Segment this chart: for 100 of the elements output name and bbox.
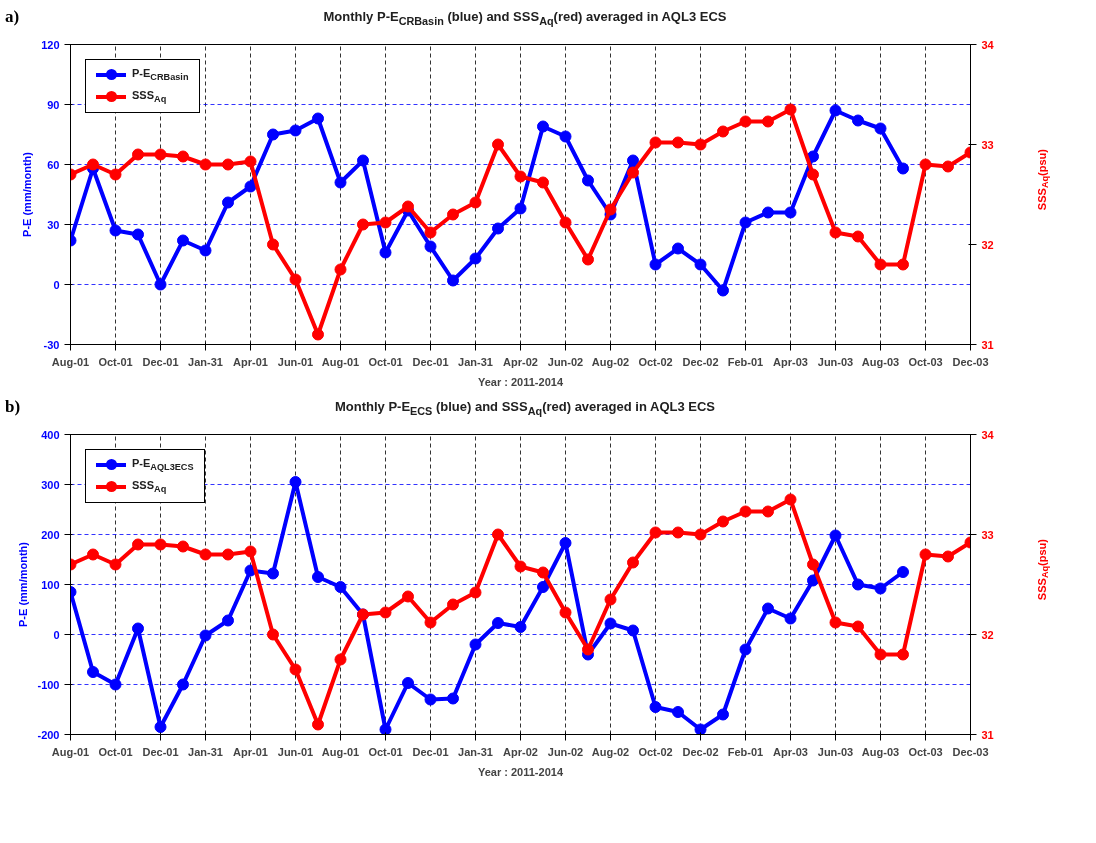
point	[312, 328, 324, 341]
x-tick-label: Aug-01	[51, 745, 90, 758]
y-tick-label: 100	[41, 578, 60, 591]
x-axis-title: Year : 2011-2014	[477, 765, 564, 778]
point	[672, 242, 684, 255]
point	[874, 258, 887, 271]
point	[537, 176, 549, 189]
point	[379, 606, 392, 619]
x-tick-label: Aug-02	[591, 745, 630, 758]
text: b)	[5, 397, 21, 416]
x-tick-label: Oct-02	[638, 355, 673, 368]
point	[492, 138, 504, 151]
point	[762, 602, 774, 615]
x-tick-label: Aug-03	[861, 745, 900, 758]
point	[762, 206, 774, 219]
point	[582, 174, 594, 187]
point	[424, 616, 437, 629]
y-tick-label: 400	[41, 428, 60, 441]
x-tick-label: Jan-31	[188, 745, 223, 758]
point	[424, 226, 437, 239]
point	[739, 115, 752, 128]
x-tick-label: Dec-03	[952, 355, 989, 368]
point	[469, 638, 482, 651]
point	[807, 558, 819, 571]
y-tick-label: -100	[37, 678, 60, 691]
point	[402, 200, 414, 213]
y-tick-label: -200	[37, 728, 60, 741]
point	[199, 158, 212, 171]
point	[289, 124, 302, 137]
point	[874, 122, 887, 135]
point	[627, 166, 639, 179]
point	[447, 274, 459, 287]
x-tick-label: Apr-02	[503, 355, 538, 368]
point	[739, 216, 752, 229]
point	[874, 648, 887, 661]
x-tick-label: Jun-03	[817, 745, 854, 758]
point	[784, 103, 797, 116]
x-tick-label: Dec-01	[142, 745, 179, 758]
point	[672, 526, 684, 539]
x-tick-label: Jun-02	[547, 355, 584, 368]
point	[897, 162, 909, 175]
point	[469, 252, 482, 265]
point	[222, 158, 234, 171]
point	[784, 493, 797, 506]
point	[829, 616, 842, 629]
text: a)	[5, 7, 20, 26]
point	[447, 598, 459, 611]
point	[649, 136, 662, 149]
point	[559, 216, 572, 229]
point	[109, 678, 122, 691]
y-tick-label: 30	[47, 218, 60, 231]
point	[694, 138, 707, 151]
y-tick-label: 0	[53, 278, 60, 291]
x-tick-label: Jun-01	[277, 355, 314, 368]
point	[537, 120, 549, 133]
point	[379, 723, 392, 735]
x-tick-label: Jun-02	[547, 745, 584, 758]
legend-label: SSS$_{Aq}$	[132, 87, 167, 107]
point	[559, 130, 572, 143]
x-tick-label: Dec-01	[412, 745, 449, 758]
point	[469, 196, 482, 209]
x-tick-label: Jun-01	[277, 745, 314, 758]
point	[154, 278, 167, 291]
x-tick-label: Jan-31	[458, 745, 493, 758]
x-tick-label: Jun-03	[817, 355, 854, 368]
x-tick-label: Aug-01	[321, 355, 360, 368]
point	[784, 206, 797, 219]
point	[717, 515, 729, 528]
point	[514, 170, 527, 183]
point	[222, 614, 234, 627]
point	[132, 622, 144, 635]
point	[649, 701, 662, 713]
point	[627, 624, 639, 637]
point	[334, 263, 347, 276]
point	[177, 540, 189, 553]
point	[447, 692, 459, 705]
point	[87, 548, 99, 561]
x-tick-label: Apr-01	[233, 745, 268, 758]
point	[222, 548, 234, 561]
point	[177, 150, 189, 163]
y-tick-label: -30	[43, 338, 60, 351]
point	[604, 617, 617, 630]
point	[424, 693, 437, 706]
point	[537, 566, 549, 579]
x-tick-label: Dec-01	[412, 355, 449, 368]
x-tick-label: Dec-01	[142, 355, 179, 368]
chart-title: Monthly P-E$_{ECS}$ (blue) and SSS$_{Aq}$(red) averaged in AQL3 ECS	[333, 398, 717, 419]
x-tick-label: Apr-03	[773, 355, 808, 368]
y-tick-label: 120	[41, 38, 60, 51]
point	[244, 180, 257, 193]
point	[559, 537, 572, 549]
point	[199, 629, 212, 642]
point	[649, 526, 662, 539]
x-tick-label: Oct-03	[908, 745, 943, 758]
point	[492, 222, 504, 235]
point	[897, 258, 909, 271]
point	[267, 238, 279, 251]
x-tick-label: Aug-01	[51, 355, 90, 368]
x-tick-label: Apr-01	[233, 355, 268, 368]
point	[874, 582, 887, 595]
